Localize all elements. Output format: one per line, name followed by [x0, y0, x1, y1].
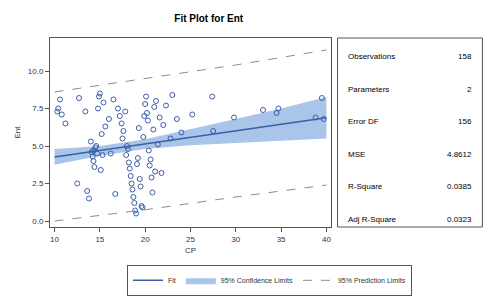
svg-text:MSE: MSE: [348, 150, 365, 159]
svg-text:2: 2: [467, 85, 472, 94]
svg-text:5.0: 5.0: [32, 142, 44, 151]
svg-text:30: 30: [231, 235, 240, 244]
svg-text:95% Prediction Limits: 95% Prediction Limits: [338, 277, 406, 284]
svg-text:R-Square: R-Square: [348, 182, 383, 191]
svg-text:10: 10: [50, 235, 59, 244]
svg-text:Adj R-Square: Adj R-Square: [348, 215, 397, 224]
svg-text:35: 35: [277, 235, 286, 244]
svg-text:Observations: Observations: [348, 52, 395, 61]
svg-text:Parameters: Parameters: [348, 85, 389, 94]
svg-text:4.8612: 4.8612: [447, 150, 472, 159]
svg-text:Fit: Fit: [168, 277, 176, 284]
svg-text:CP: CP: [185, 246, 196, 255]
svg-text:0.0: 0.0: [32, 217, 44, 226]
svg-text:156: 156: [458, 117, 472, 126]
svg-text:Fit Plot for Ent: Fit Plot for Ent: [174, 13, 244, 24]
svg-text:95% Confidence Limits: 95% Confidence Limits: [221, 277, 293, 284]
svg-text:20: 20: [141, 235, 150, 244]
svg-text:Ent: Ent: [13, 126, 22, 139]
svg-text:10.0: 10.0: [28, 67, 44, 76]
svg-text:0.0323: 0.0323: [447, 215, 472, 224]
svg-text:7.5: 7.5: [32, 104, 44, 113]
svg-text:2.5: 2.5: [32, 179, 44, 188]
svg-text:40: 40: [322, 235, 331, 244]
svg-text:25: 25: [186, 235, 195, 244]
svg-text:158: 158: [458, 52, 472, 61]
svg-text:15: 15: [95, 235, 104, 244]
svg-text:Error DF: Error DF: [348, 117, 379, 126]
svg-text:0.0385: 0.0385: [447, 182, 472, 191]
